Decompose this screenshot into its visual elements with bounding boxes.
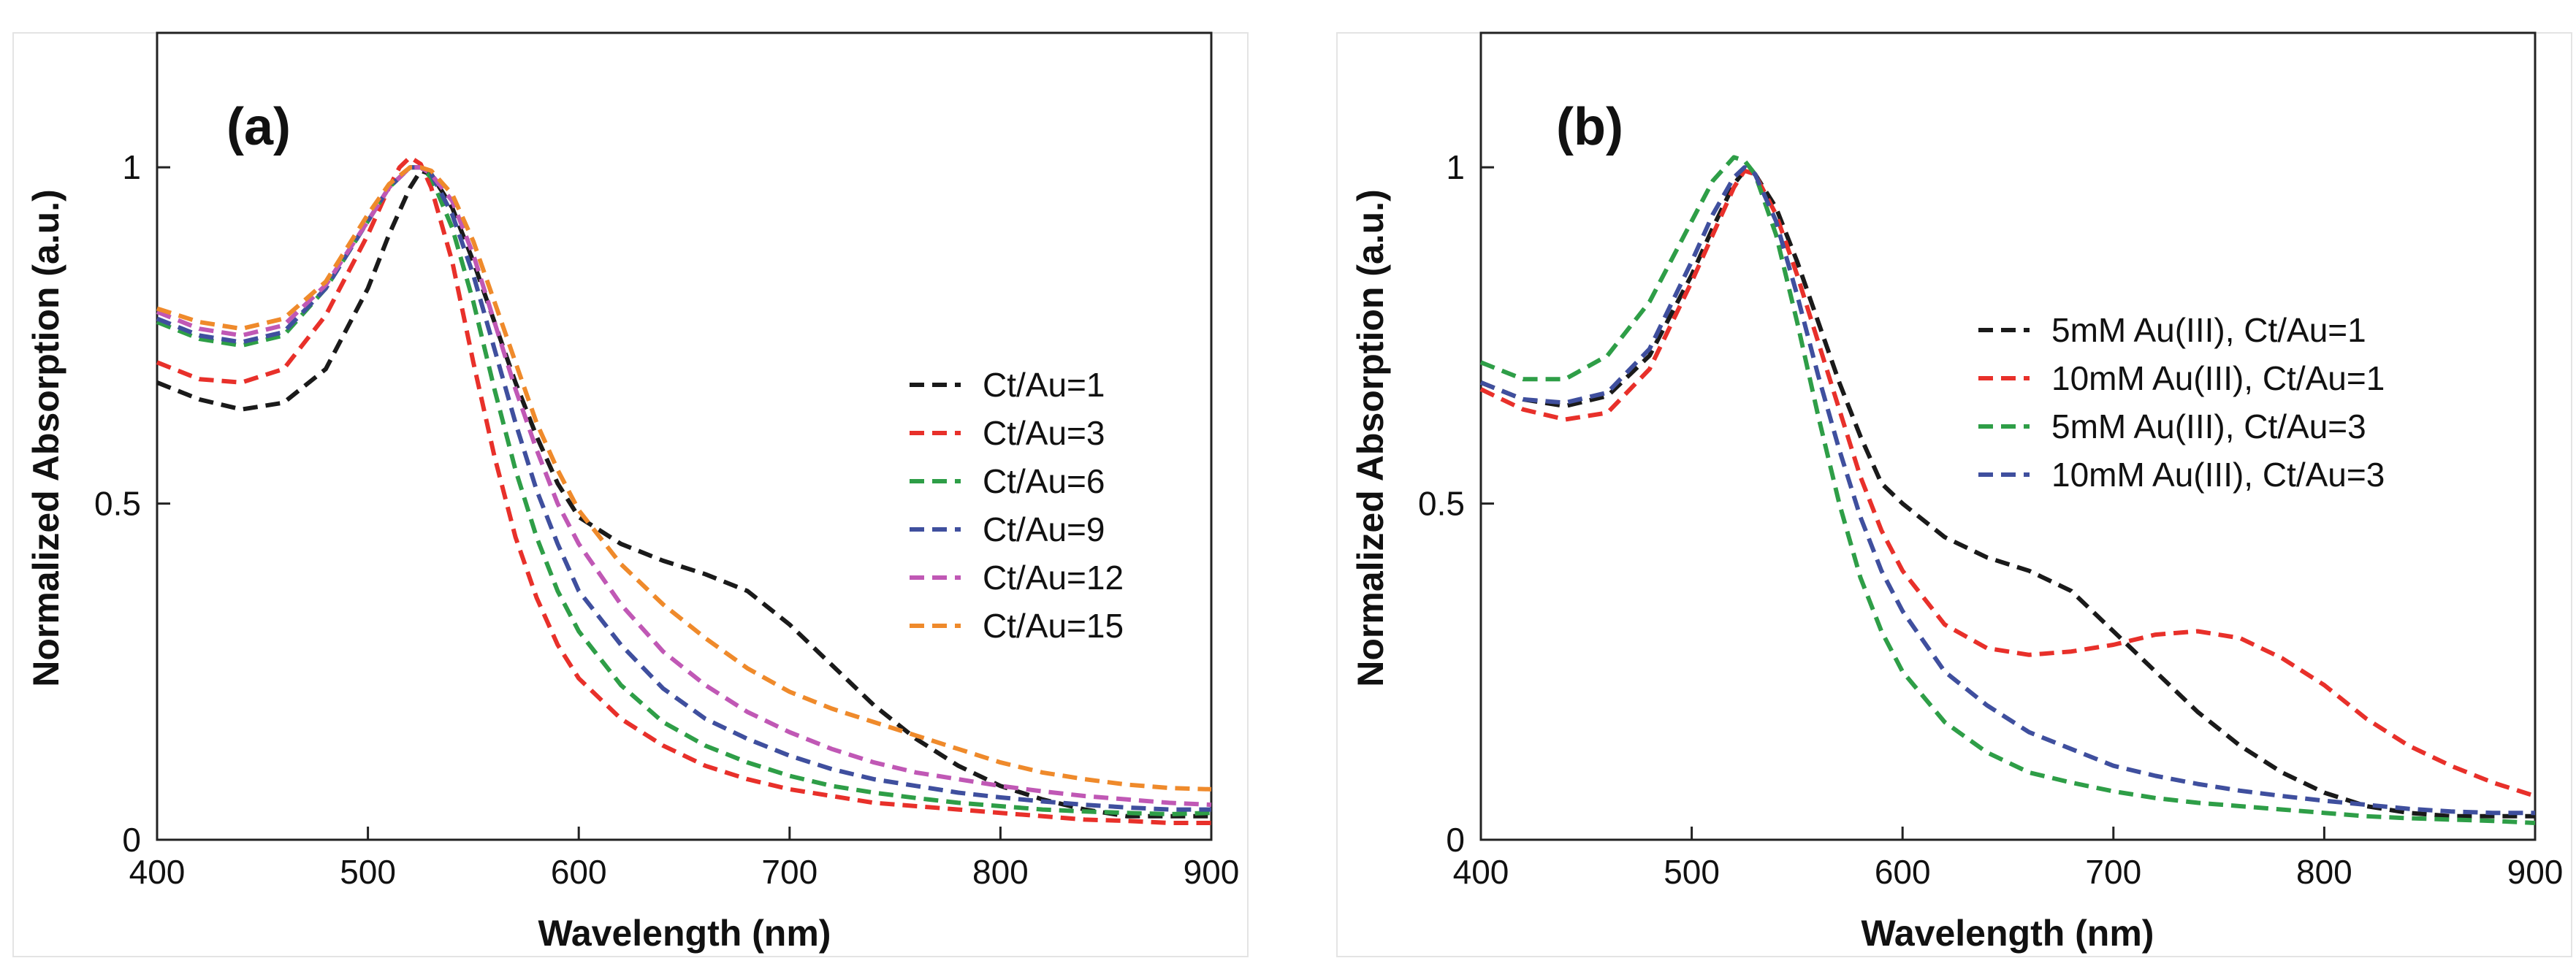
panel-b-y-tick-label: 1	[1446, 148, 1465, 186]
panel-a-series-2-line	[156, 155, 1211, 825]
panel-b-x-tick-label: 800	[2296, 853, 2352, 891]
panel-a-legend: Ct/Au=1 Ct/Au=3 Ct/Au=6 Ct/Au=9 Ct/Au=12 Ct/A…	[910, 366, 1124, 645]
panel-b-plot-area	[1479, 31, 2537, 841]
panel-a-legend-label: Ct/Au=3	[983, 414, 1105, 452]
panel-a-series-5-line	[156, 165, 1212, 808]
panel-a-x-tick-label: 400	[129, 853, 186, 891]
panel-a-y-tick-label: 0.5	[94, 485, 141, 523]
panel-b-legend-label: 10mM Au(III), Ct/Au=1	[2051, 359, 2385, 397]
panel-a-legend-label: Ct/Au=12	[983, 559, 1124, 597]
panel-a-x-tick-label: 700	[761, 853, 818, 891]
panel-a-series-1-line	[156, 168, 1211, 819]
panel-b-label: (b)	[1556, 98, 1623, 156]
panel-b-x-axis-label: Wavelength (nm)	[1861, 913, 2154, 954]
panel-b-legend-label: 5mM Au(III), Ct/Au=1	[2051, 311, 2366, 349]
panel-a-y-axis-label: Normalized Absorption (a.u.)	[26, 189, 66, 687]
panel-b-legend-label: 10mM Au(III), Ct/Au=3	[2051, 456, 2385, 494]
panel-a-legend-label: Ct/Au=6	[983, 462, 1105, 500]
panel-a-x-tick-label: 800	[972, 853, 1029, 891]
panel-a-legend-label: Ct/Au=1	[983, 366, 1105, 404]
panel-b-y-axis-label: Normalized Absorption (a.u.)	[1350, 189, 1391, 687]
panel-b-series-2-line	[1479, 168, 2536, 798]
panel-a-plot-area	[156, 31, 1213, 841]
panel-b: 400 500 600 700 800 900 0 0.5 1 5mM Au(III), Ct/A…	[1336, 31, 2572, 957]
panel-b-x-tick-label: 400	[1453, 853, 1509, 891]
panel-b-y-tick-label: 0	[1446, 821, 1465, 859]
panel-a-y-tick-label: 0	[122, 821, 141, 859]
panel-a-series-6-line	[156, 165, 1212, 792]
panel-b-series-4-line	[1479, 165, 2535, 816]
panel-a: 400 500 600 700 800 90000.51Ct/Au=1Ct/Au=3Ct/…	[12, 31, 1249, 957]
panel-b-x-tick-label: 700	[2085, 853, 2141, 891]
panel-b-legend-label: 5mM Au(III), Ct/Au=3	[2051, 407, 2366, 445]
panel-a-legend-label: Ct/Au=15	[983, 607, 1124, 645]
panel-b-x-tick-label: 900	[2507, 853, 2564, 891]
panel-a-x-tick-label: 500	[340, 853, 396, 891]
panel-a-x-axis-label: Wavelength (nm)	[538, 913, 831, 954]
panel-b-legend: 5mM Au(III), Ct/Au=1 10mM Au(III), Ct/Au=…	[1978, 311, 2385, 494]
panel-b-x-tick-label: 500	[1664, 853, 1720, 891]
panel-a-x-tick-label: 900	[1184, 853, 1240, 891]
panel-a-y-tick-label: 1	[122, 148, 141, 186]
panel-b-series-3-line	[1479, 155, 2536, 825]
panel-b-x-tick-label: 600	[1875, 853, 1931, 891]
panel-a-label: (a)	[226, 98, 291, 156]
panel-a-x-tick-label: 600	[551, 853, 607, 891]
panel-b-y-tick-label: 0.5	[1418, 485, 1465, 523]
panel-b-series-1-line	[1479, 168, 2535, 819]
panel-a-legend-label: Ct/Au=9	[983, 510, 1105, 548]
